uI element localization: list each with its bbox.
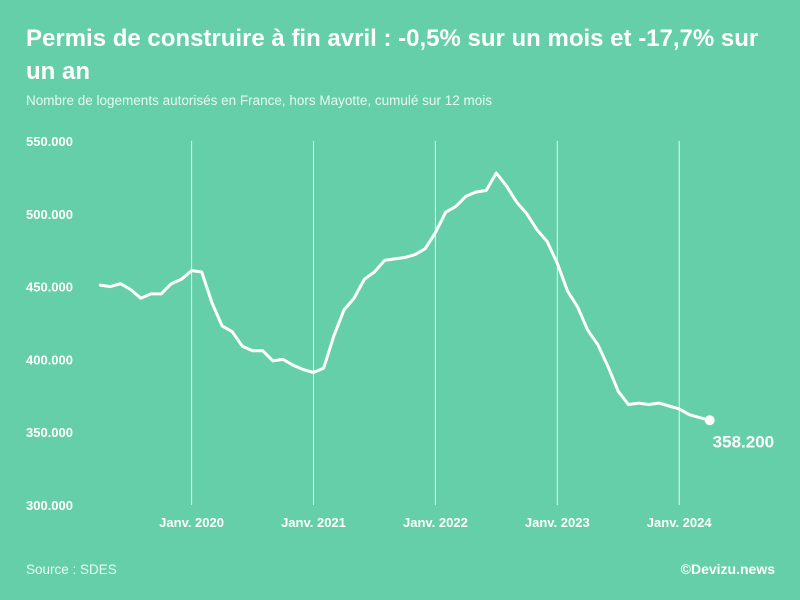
- y-tick-label: 400.000: [26, 352, 73, 367]
- data-point: [596, 343, 599, 346]
- end-point-marker: [704, 415, 715, 426]
- y-tick-label: 350.000: [26, 425, 73, 440]
- data-point: [657, 402, 660, 405]
- data-point: [515, 201, 518, 204]
- data-point: [546, 240, 549, 243]
- data-point: [647, 403, 650, 406]
- data-point: [322, 367, 325, 370]
- data-point: [393, 257, 396, 260]
- data-point: [221, 324, 224, 327]
- data-point: [99, 284, 102, 287]
- data-point: [343, 308, 346, 311]
- data-point: [373, 271, 376, 274]
- data-point: [688, 413, 691, 416]
- data-point: [525, 212, 528, 215]
- data-point: [363, 278, 366, 281]
- data-point: [454, 205, 457, 208]
- data-point: [180, 278, 183, 281]
- data-point: [627, 403, 630, 406]
- y-tick-label: 450.000: [26, 280, 73, 295]
- data-point: [678, 407, 681, 410]
- x-tick-label: Janv. 2021: [281, 515, 346, 530]
- data-point: [109, 285, 112, 288]
- data-point: [332, 335, 335, 338]
- data-point: [475, 191, 478, 194]
- data-point: [607, 365, 610, 368]
- data-point: [698, 416, 701, 419]
- series-layer: 358.200: [98, 171, 774, 451]
- data-point: [403, 256, 406, 259]
- data-point: [231, 330, 234, 333]
- data-point: [556, 262, 559, 265]
- data-point: [617, 390, 620, 393]
- x-tick-label: Janv. 2024: [647, 515, 713, 530]
- data-point: [160, 292, 163, 295]
- data-point: [312, 371, 315, 374]
- data-point: [119, 282, 122, 285]
- end-value-label: 358.200: [713, 432, 774, 451]
- data-point: [424, 247, 427, 250]
- data-point: [170, 282, 173, 285]
- data-point: [271, 359, 274, 362]
- data-point: [200, 271, 203, 274]
- data-point: [139, 297, 142, 300]
- data-point: [485, 189, 488, 192]
- data-point: [576, 306, 579, 309]
- data-point: [251, 349, 254, 352]
- data-point: [464, 195, 467, 198]
- chart-title: Permis de construire à fin avril : -0,5%…: [26, 25, 759, 85]
- data-point: [353, 297, 356, 300]
- x-tick-label: Janv. 2022: [403, 515, 468, 530]
- data-point: [241, 345, 244, 348]
- gridlines: [191, 141, 680, 505]
- data-point: [414, 253, 417, 256]
- data-point: [292, 364, 295, 367]
- data-point: [586, 329, 589, 332]
- data-point: [129, 288, 132, 291]
- data-point: [566, 290, 569, 293]
- data-point: [434, 231, 437, 234]
- data-point: [383, 259, 386, 262]
- data-point: [302, 368, 305, 371]
- data-point: [282, 358, 285, 361]
- y-tick-label: 500.000: [26, 207, 73, 222]
- x-tick-label: Janv. 2023: [525, 515, 590, 530]
- data-point: [190, 269, 193, 272]
- data-point: [637, 402, 640, 405]
- y-tick-label: 300.000: [26, 498, 73, 513]
- data-point: [210, 301, 213, 304]
- data-point: [261, 349, 264, 352]
- data-point: [444, 211, 447, 214]
- data-point: [505, 185, 508, 188]
- chart-subtitle: Nombre de logements autorisés en France,…: [26, 93, 492, 108]
- credit-label: ©Devizu.news: [680, 561, 775, 577]
- series-line: [98, 171, 712, 422]
- source-note: Source : SDES: [26, 562, 117, 577]
- y-tick-label: 550.000: [26, 134, 73, 149]
- x-axis-ticks: Janv. 2020 Janv. 2021 Janv. 2022 Janv. 2023…: [159, 515, 712, 530]
- x-tick-label: Janv. 2020: [159, 515, 224, 530]
- data-point: [668, 405, 671, 408]
- data-point: [536, 228, 539, 231]
- data-point: [150, 292, 153, 295]
- data-point: [495, 172, 498, 175]
- y-axis-ticks: 550.000 500.000 450.000 400.000 350.000 300.0…: [26, 134, 73, 513]
